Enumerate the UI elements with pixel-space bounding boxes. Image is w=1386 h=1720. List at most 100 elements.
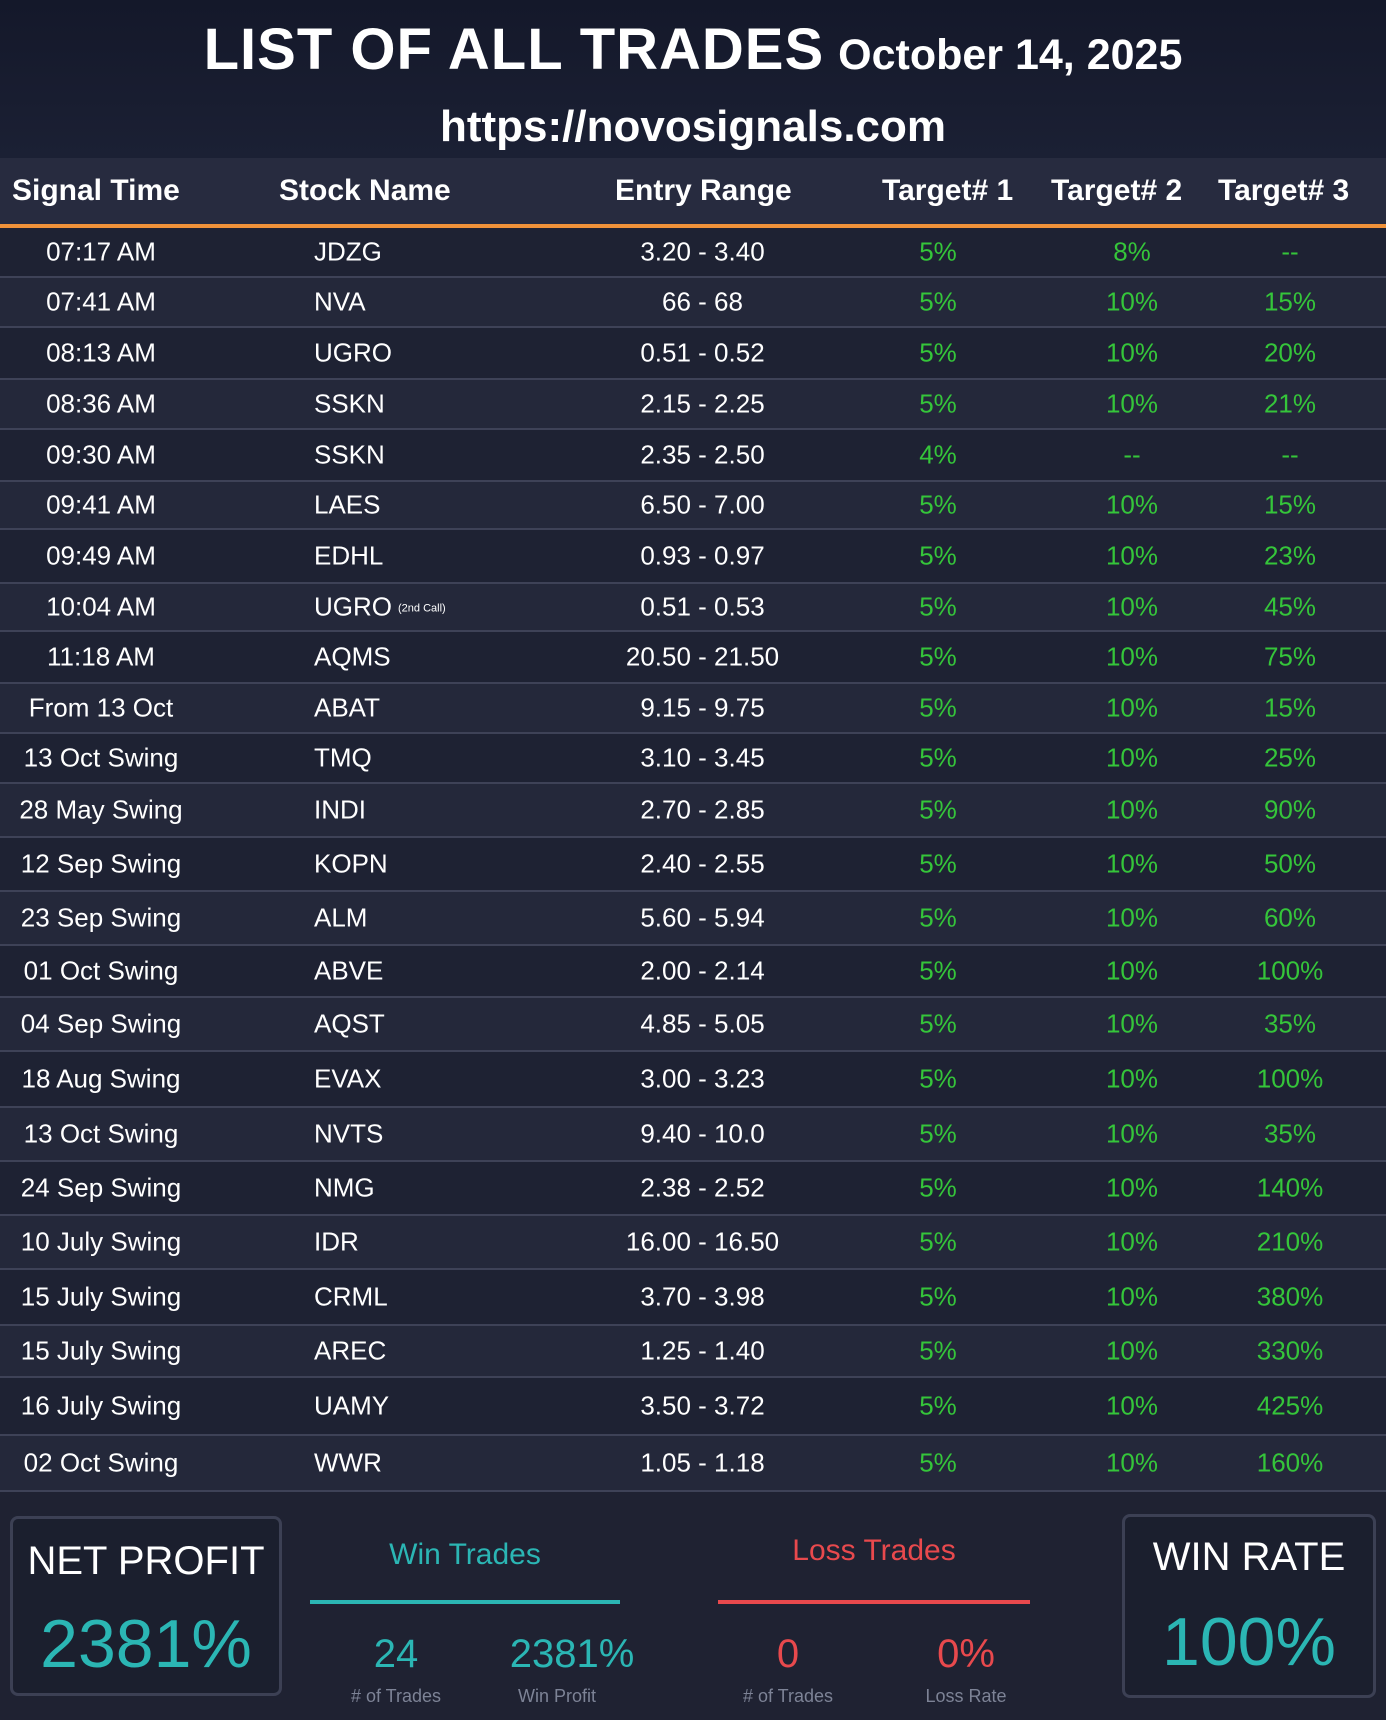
target-2-cell-text: 10% (1105, 388, 1159, 419)
target-3-cell: -- (1230, 440, 1350, 471)
target-1-cell: 5% (878, 237, 998, 268)
stock-name-cell: UGRO (314, 338, 392, 369)
signal-time-cell-text: 11:18 AM (47, 641, 155, 672)
target-3-cell: 380% (1230, 1282, 1350, 1313)
stock-name-cell: UAMY (314, 1391, 389, 1422)
entry-range-cell-text: 2.35 - 2.50 (640, 439, 765, 470)
target-2-cell-text: 10% (1105, 955, 1159, 986)
loss-count: 0 (776, 1632, 800, 1676)
target-2-cell: 10% (1072, 903, 1192, 934)
signal-time-cell-text: 23 Sep Swing (20, 902, 182, 933)
table-row: 10 July Swing IDR 16.00 - 16.50 5% 10% 210% (0, 1216, 1386, 1270)
target-3-cell-text: 140% (1256, 1172, 1324, 1203)
entry-range-cell-text: 5.60 - 5.94 (640, 902, 765, 933)
stock-name-cell: CRML (314, 1282, 388, 1313)
target-2-cell-text: 10% (1105, 1063, 1159, 1094)
stock-name-cell-text: TMQ (314, 742, 372, 773)
entry-range-cell-text: 2.40 - 2.55 (640, 848, 765, 879)
signal-time-cell: 10:04 AM (8, 592, 194, 623)
target-3-cell-text: 160% (1256, 1447, 1324, 1478)
entry-range-cell-text: 1.25 - 1.40 (640, 1335, 765, 1366)
table-row: 01 Oct Swing ABVE 2.00 - 2.14 5% 10% 100% (0, 946, 1386, 998)
entry-range-cell: 3.00 - 3.23 (565, 1064, 840, 1095)
target-3-cell: 15% (1230, 693, 1350, 724)
entry-range-cell: 0.51 - 0.53 (565, 592, 840, 623)
target-1-cell: 5% (878, 642, 998, 673)
stock-name-cell: NVTS (314, 1119, 383, 1150)
target-1-cell: 5% (878, 1119, 998, 1150)
signal-time-cell: 09:49 AM (8, 541, 194, 572)
entry-range-cell: 9.15 - 9.75 (565, 693, 840, 724)
target-3-cell: 425% (1230, 1391, 1350, 1422)
target-3-cell-text: 100% (1256, 955, 1324, 986)
stock-name-cell: NVA (314, 287, 366, 318)
target-2-cell: -- (1072, 440, 1192, 471)
signal-time-cell-text: 18 Aug Swing (21, 1063, 181, 1094)
report-date: October 14, 2025 (838, 31, 1183, 79)
title-line: LIST OF ALL TRADES October 14, 2025 (0, 0, 1386, 82)
target-2-cell-text: 8% (1113, 236, 1151, 267)
stock-name-cell: TMQ (314, 743, 372, 774)
target-2-cell: 10% (1072, 1064, 1192, 1095)
target-1-cell: 5% (878, 1227, 998, 1258)
signal-time-cell: 09:41 AM (8, 490, 194, 521)
target-1-cell: 5% (878, 903, 998, 934)
entry-range-cell: 1.05 - 1.18 (565, 1448, 840, 1479)
target-1-cell: 5% (878, 1336, 998, 1367)
entry-range-cell-text: 2.70 - 2.85 (640, 794, 765, 825)
signal-time-cell: From 13 Oct (8, 693, 194, 724)
target-3-cell: 23% (1230, 541, 1350, 572)
table-row: 28 May Swing INDI 2.70 - 2.85 5% 10% 90% (0, 784, 1386, 838)
target-2-cell-text: 10% (1105, 1008, 1159, 1039)
entry-range-cell: 2.15 - 2.25 (565, 389, 840, 420)
table-row: 09:49 AM EDHL 0.93 - 0.97 5% 10% 23% (0, 530, 1386, 584)
target-3-cell-text: -- (1281, 236, 1299, 267)
signal-time-cell-text: 08:36 AM (46, 388, 156, 419)
stock-name-cell-text: SSKN (314, 388, 385, 419)
stock-name-cell: SSKN (314, 440, 385, 471)
signal-time-cell: 13 Oct Swing (8, 1119, 194, 1150)
signal-time-cell-text: 04 Sep Swing (20, 1008, 182, 1039)
signal-time-cell: 04 Sep Swing (8, 1009, 194, 1040)
stock-name-cell: AQST (314, 1009, 385, 1040)
target-2-cell: 10% (1072, 849, 1192, 880)
target-3-cell: 60% (1230, 903, 1350, 934)
website-url[interactable]: https://novosignals.com (439, 102, 947, 151)
target-3-cell-text: 20% (1263, 337, 1317, 368)
stock-name-cell-text: AQMS (314, 641, 391, 672)
entry-range-cell: 66 - 68 (565, 287, 840, 318)
target-1-cell: 5% (878, 1448, 998, 1479)
entry-range-cell: 4.85 - 5.05 (565, 1009, 840, 1040)
target-2-cell-text: 10% (1105, 1335, 1159, 1366)
target-1-cell-text: 5% (919, 236, 957, 267)
target-2-cell: 10% (1072, 1173, 1192, 1204)
target-2-cell-text: 10% (1105, 337, 1159, 368)
stock-name-cell: EVAX (314, 1064, 381, 1095)
col-target-1: Target# 1 (882, 174, 1014, 207)
stock-name-cell-text: EDHL (314, 540, 384, 571)
net-profit-value: 2381% (40, 1606, 252, 1682)
target-1-cell: 5% (878, 541, 998, 572)
stock-name-cell-text: UGRO (314, 591, 392, 622)
target-1-cell: 5% (878, 795, 998, 826)
entry-range-cell-text: 20.50 - 21.50 (625, 641, 780, 672)
loss-count-label: # of Trades (742, 1686, 834, 1706)
signal-time-cell: 28 May Swing (8, 795, 194, 826)
stock-name-cell: AQMS (314, 642, 391, 673)
win-count: 24 (373, 1632, 419, 1676)
target-1-cell-text: 5% (919, 489, 957, 520)
entry-range-cell-text: 0.93 - 0.97 (640, 540, 765, 571)
target-1-cell-text: 5% (919, 1172, 957, 1203)
target-2-cell-text: 10% (1105, 1390, 1159, 1421)
target-1-cell: 5% (878, 1391, 998, 1422)
target-1-cell-text: 5% (919, 337, 957, 368)
entry-range-cell-text: 2.15 - 2.25 (640, 388, 765, 419)
signal-time-cell: 07:41 AM (8, 287, 194, 318)
stock-name-cell-text: ALM (314, 902, 368, 933)
entry-range-cell: 5.60 - 5.94 (565, 903, 840, 934)
signal-time-cell: 15 July Swing (8, 1336, 194, 1367)
table-row: 09:30 AM SSKN 2.35 - 2.50 4% -- -- (0, 430, 1386, 482)
signal-time-cell-text: 15 July Swing (20, 1335, 182, 1366)
win-trades-label: Win Trades (389, 1538, 541, 1571)
